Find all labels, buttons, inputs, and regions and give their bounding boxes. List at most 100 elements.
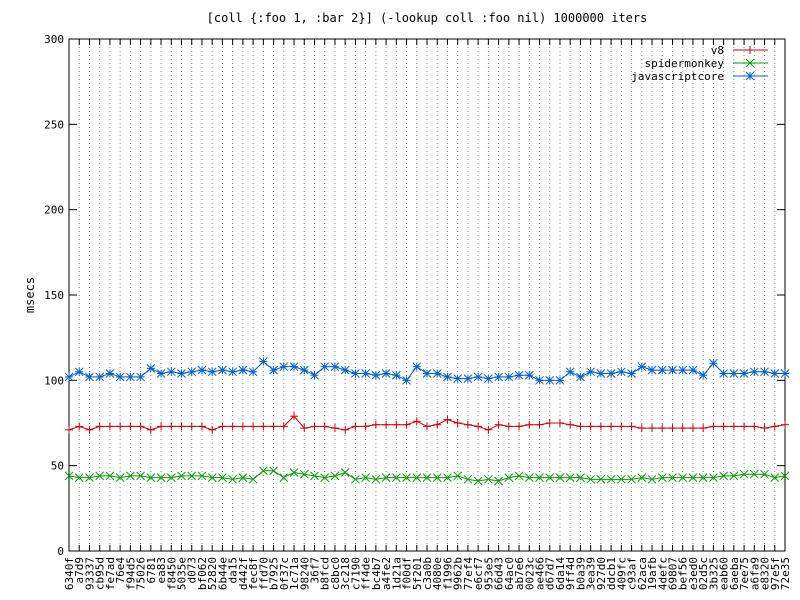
data-point-spidermonkey: [381, 473, 391, 482]
data-point-spidermonkey: [258, 466, 268, 476]
x-tick-label: c93af: [626, 557, 639, 590]
data-point-javascriptcore: [780, 369, 790, 378]
data-point-spidermonkey: [504, 473, 514, 482]
data-point-javascriptcore: [361, 369, 370, 378]
data-point-javascriptcore: [391, 370, 401, 380]
x-tick-label: b7925: [268, 557, 281, 590]
y-axis-label: msecs: [23, 277, 37, 313]
x-tick-label: bc4b7: [370, 557, 383, 590]
x-tick-label: 3ea39: [585, 557, 598, 590]
data-point-javascriptcore: [494, 372, 503, 382]
x-tick-label: 0f37c: [278, 557, 291, 590]
x-tick-label: ea83: [155, 557, 168, 584]
data-point-v8: [515, 422, 524, 431]
x-tick-label: a6fa9: [748, 557, 761, 590]
data-point-v8: [668, 424, 677, 433]
data-point-v8: [371, 420, 380, 429]
data-point-javascriptcore: [719, 369, 728, 378]
x-tick-label: 19afb: [646, 557, 659, 590]
data-point-v8: [740, 422, 749, 431]
x-tick-label: d442f: [237, 557, 250, 590]
x-tick-label: fec8f: [247, 557, 260, 590]
data-point-javascriptcore: [596, 369, 606, 378]
data-point-v8: [157, 422, 166, 431]
data-point-javascriptcore: [443, 372, 452, 382]
data-point-spidermonkey: [85, 473, 94, 482]
data-point-javascriptcore: [412, 362, 422, 372]
data-point-javascriptcore: [739, 369, 749, 378]
data-point-v8: [269, 422, 278, 431]
data-point-spidermonkey: [136, 471, 145, 481]
x-tick-label: f1996: [441, 557, 454, 590]
data-point-v8: [197, 422, 206, 431]
data-point-javascriptcore: [698, 370, 708, 380]
data-point-v8: [187, 422, 196, 431]
legend-marker-javascriptcore: [745, 71, 755, 81]
x-tick-label: b8fcd: [319, 557, 332, 590]
data-point-spidermonkey: [739, 469, 749, 479]
data-point-spidermonkey: [361, 473, 370, 482]
y-tick-label: 100: [44, 374, 64, 387]
data-point-javascriptcore: [115, 372, 125, 382]
data-point-v8: [300, 424, 309, 433]
data-point-spidermonkey: [177, 471, 186, 481]
x-tick-label: 02d5c: [697, 557, 710, 590]
data-point-javascriptcore: [545, 375, 555, 385]
x-tick-label: 927d0: [595, 557, 608, 590]
data-point-spidermonkey: [657, 473, 667, 482]
x-tick-label: 7ee75: [738, 557, 751, 590]
x-tick-label: 6aeba: [728, 557, 741, 590]
data-point-v8: [658, 424, 667, 433]
y-tick-label: 50: [51, 460, 64, 473]
data-point-spidermonkey: [760, 469, 769, 479]
x-tick-label: 6781: [145, 557, 158, 584]
data-point-spidermonkey: [494, 476, 503, 486]
data-point-v8: [330, 424, 339, 433]
x-tick-label: 409fc: [615, 557, 628, 590]
data-point-javascriptcore: [616, 367, 626, 377]
x-tick-label: ae466: [534, 557, 547, 590]
data-point-spidermonkey: [197, 471, 207, 481]
data-point-spidermonkey: [115, 473, 125, 482]
data-point-spidermonkey: [207, 473, 217, 482]
data-point-spidermonkey: [166, 473, 176, 482]
data-point-v8: [290, 412, 299, 421]
data-point-v8: [116, 422, 125, 431]
data-point-v8: [167, 422, 176, 431]
data-point-javascriptcore: [340, 365, 350, 375]
data-point-spidermonkey: [105, 471, 115, 481]
data-point-javascriptcore: [289, 362, 299, 372]
data-point-javascriptcore: [279, 362, 289, 372]
data-point-v8: [688, 424, 697, 433]
x-tick-label: 62aca: [636, 557, 649, 590]
x-tick-label: 4defc: [656, 557, 669, 590]
data-point-spidermonkey: [391, 473, 401, 482]
x-tick-label: d073: [186, 557, 199, 584]
data-point-spidermonkey: [647, 474, 657, 484]
y-tick-label: 0: [57, 545, 64, 558]
x-tick-label: d67d7: [544, 557, 557, 590]
data-point-spidermonkey: [371, 474, 381, 484]
data-point-spidermonkey: [95, 471, 105, 481]
x-tick-label: ab7e6: [513, 557, 526, 590]
x-tick-label: 6b44e: [216, 557, 229, 590]
data-point-javascriptcore: [351, 369, 360, 378]
data-point-v8: [249, 422, 258, 431]
data-point-javascriptcore: [228, 367, 238, 377]
data-point-javascriptcore: [637, 362, 647, 372]
data-point-v8: [177, 422, 186, 431]
data-point-v8: [699, 424, 708, 433]
data-point-spidermonkey: [299, 469, 309, 479]
data-point-v8: [136, 422, 145, 431]
data-point-v8: [484, 425, 493, 434]
data-point-spidermonkey: [187, 471, 197, 481]
data-point-spidermonkey: [719, 471, 728, 481]
data-point-javascriptcore: [576, 372, 585, 382]
data-point-spidermonkey: [668, 473, 677, 482]
data-point-javascriptcore: [238, 365, 248, 375]
data-point-spidermonkey: [698, 473, 708, 482]
x-tick-label: c3a0b: [421, 557, 434, 590]
x-tick-label: 3c218: [339, 557, 352, 590]
